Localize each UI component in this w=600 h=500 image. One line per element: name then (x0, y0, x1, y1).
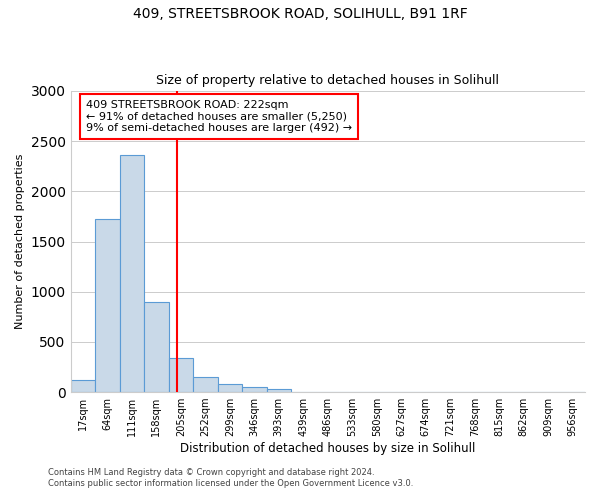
Y-axis label: Number of detached properties: Number of detached properties (15, 154, 25, 329)
Bar (218, 384, 242, 392)
Bar (266, 389, 291, 392)
Bar (144, 302, 169, 392)
Bar (193, 377, 218, 392)
Title: Size of property relative to detached houses in Solihull: Size of property relative to detached ho… (156, 74, 499, 87)
X-axis label: Distribution of detached houses by size in Solihull: Distribution of detached houses by size … (180, 442, 475, 455)
Bar (119, 155, 144, 392)
Text: 409, STREETSBROOK ROAD, SOLIHULL, B91 1RF: 409, STREETSBROOK ROAD, SOLIHULL, B91 1R… (133, 8, 467, 22)
Text: 409 STREETSBROOK ROAD: 222sqm
← 91% of detached houses are smaller (5,250)
9% of: 409 STREETSBROOK ROAD: 222sqm ← 91% of d… (86, 100, 352, 133)
Bar (71, 380, 95, 392)
Bar (242, 387, 266, 392)
Bar (95, 220, 119, 392)
Bar (169, 358, 193, 392)
Text: Contains HM Land Registry data © Crown copyright and database right 2024.
Contai: Contains HM Land Registry data © Crown c… (48, 468, 413, 487)
